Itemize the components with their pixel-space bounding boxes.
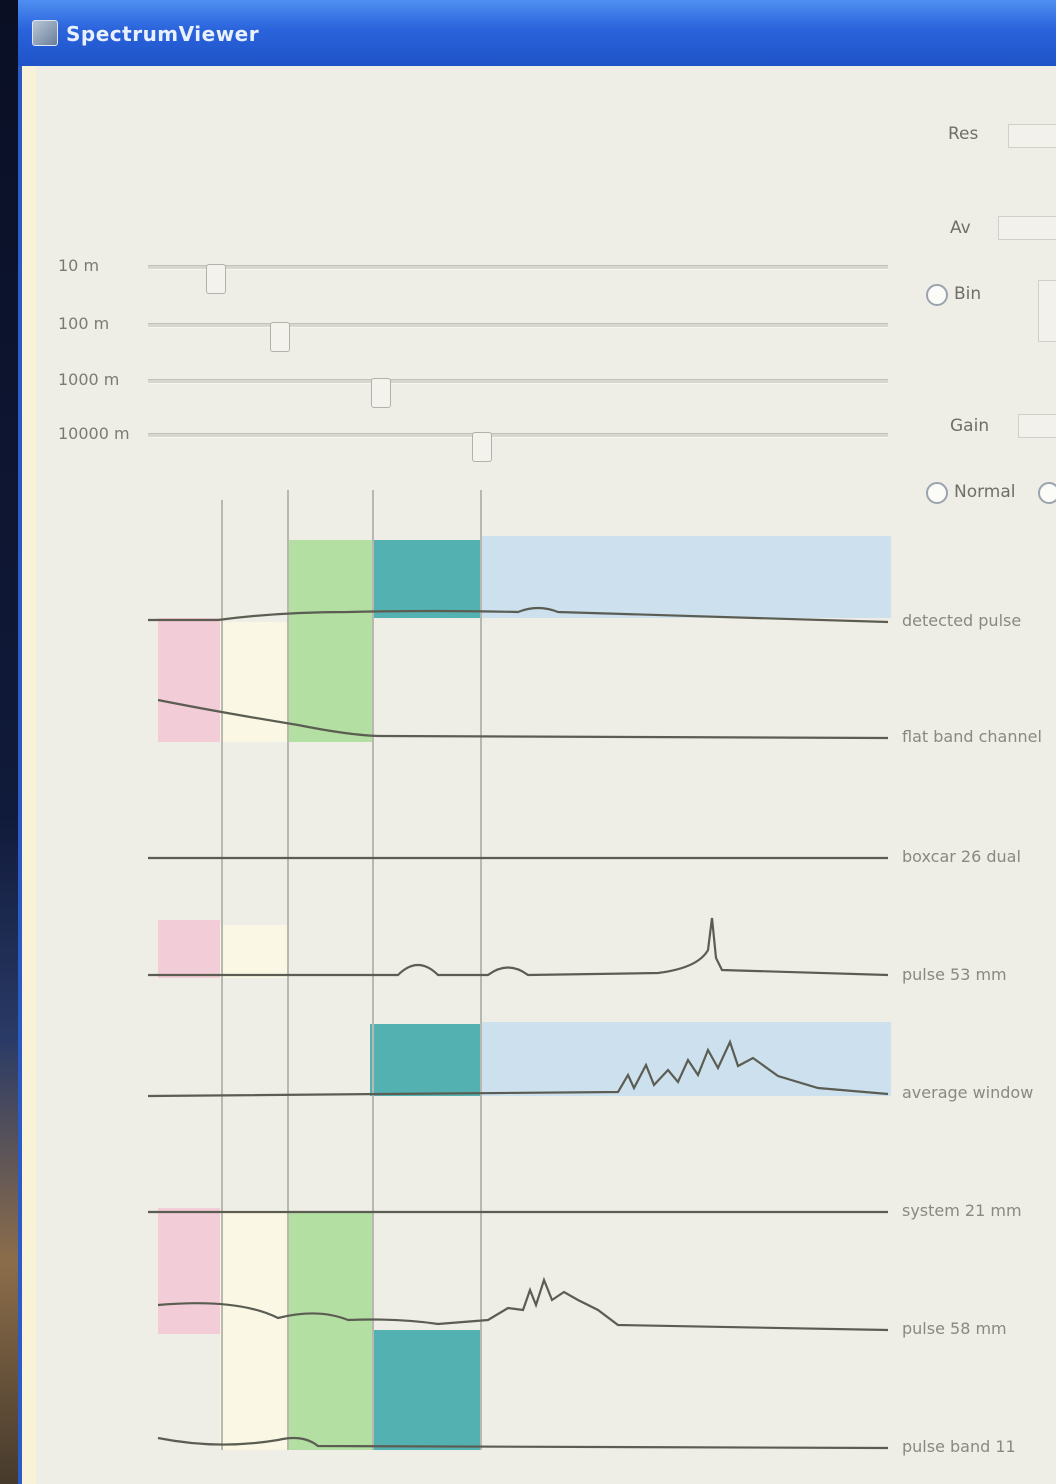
band-pink <box>158 1208 220 1334</box>
trace-display: detected pulse flat band channel boxcar … <box>18 0 1056 1484</box>
band-light-blue <box>481 536 891 618</box>
trace-label: flat band channel <box>902 727 1042 746</box>
app-window: SpectrumViewer 10 m 100 m 1000 m 10000 m… <box>18 0 1056 1484</box>
band-green <box>288 540 373 742</box>
band-light-blue <box>481 1022 891 1096</box>
band-teal <box>370 1024 481 1096</box>
trace-label: average window <box>902 1083 1033 1102</box>
trace-label: detected pulse <box>902 611 1021 630</box>
trace-labels: detected pulse flat band channel boxcar … <box>902 611 1042 1456</box>
band-cream <box>220 1210 288 1450</box>
band-pink <box>158 618 220 742</box>
band-cream <box>220 925 288 978</box>
trace-label: pulse 53 mm <box>902 965 1007 984</box>
trace-label: system 21 mm <box>902 1201 1022 1220</box>
band-teal <box>373 540 481 618</box>
band-cream <box>220 622 288 742</box>
trace-label: pulse 58 mm <box>902 1319 1007 1338</box>
band-teal <box>373 1330 481 1450</box>
trace-label: boxcar 26 dual <box>902 847 1021 866</box>
band-green <box>288 1212 373 1450</box>
band-pink <box>158 920 220 978</box>
desktop-background <box>0 0 20 1484</box>
trace-label: pulse band 11 <box>902 1437 1016 1456</box>
